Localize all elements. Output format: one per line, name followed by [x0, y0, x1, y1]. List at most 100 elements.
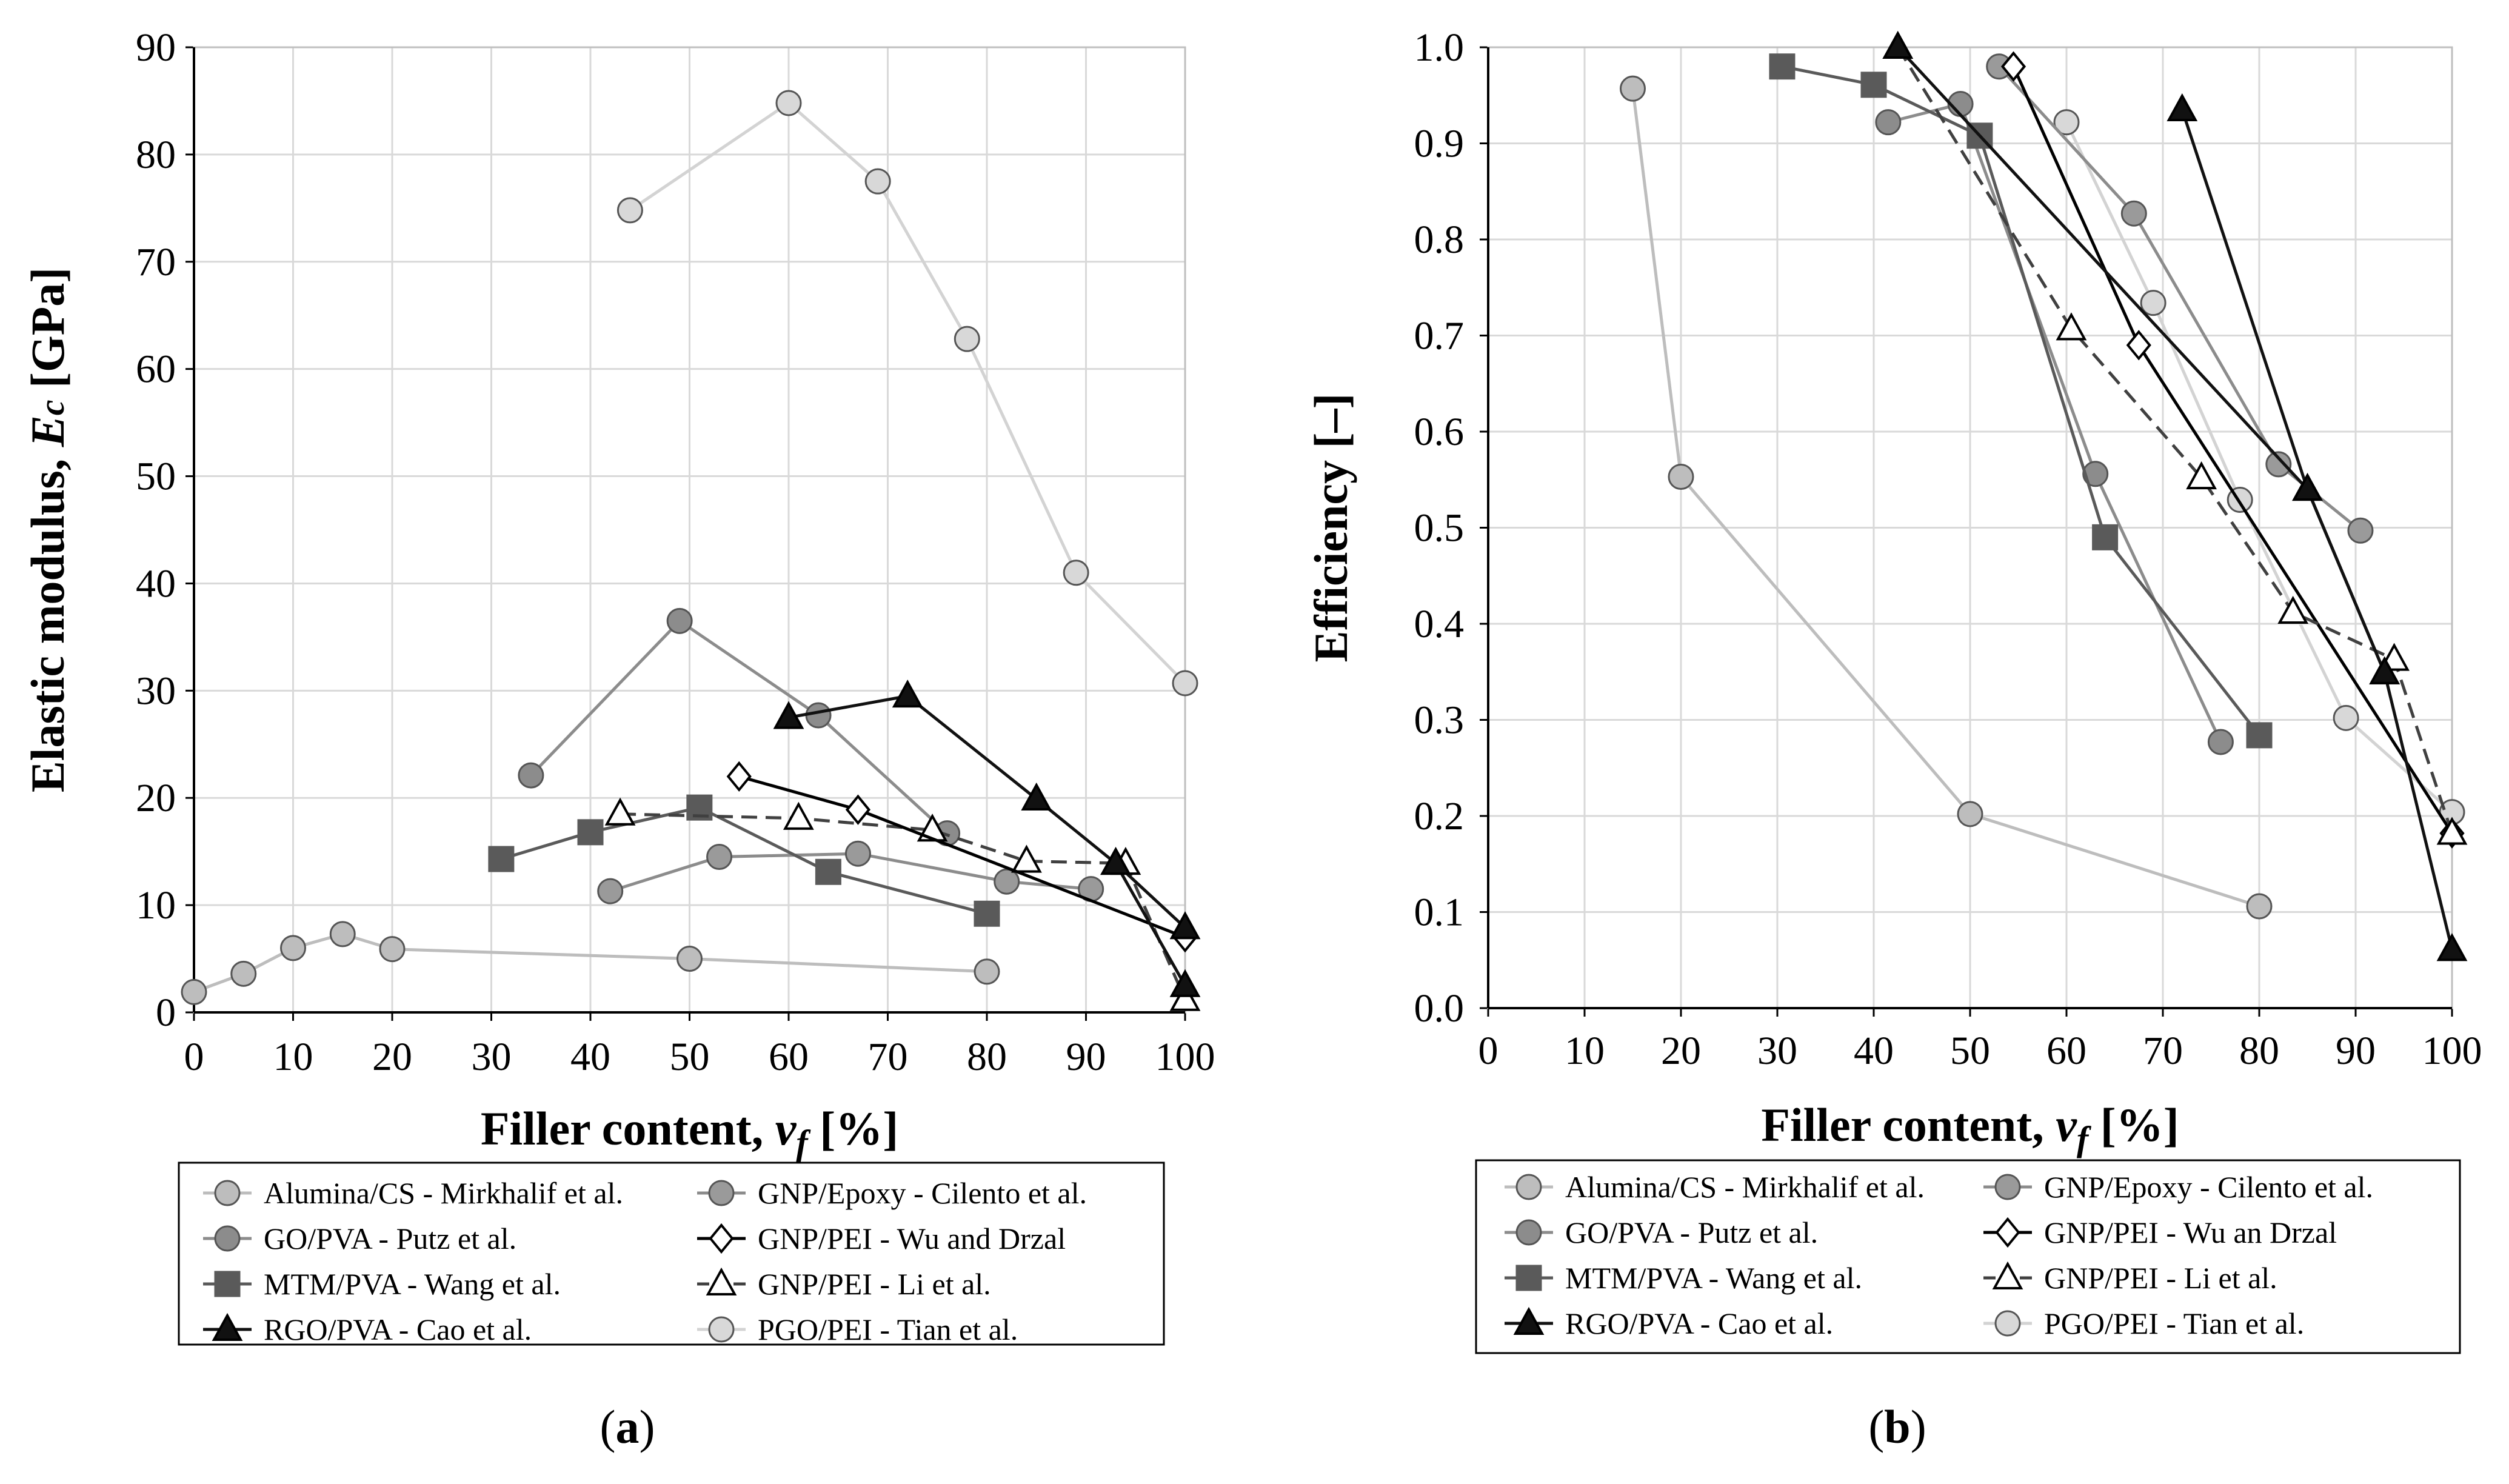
data-point-gnp-epoxy — [2265, 451, 2292, 478]
series-gnp-pei-wd — [726, 761, 1198, 953]
x-tick-label: 50 — [1950, 1029, 1990, 1073]
y-tick-label: 0.1 — [1414, 891, 1465, 935]
series-gnp-epoxy — [1986, 53, 2374, 544]
y-axis-title: Efficiency [–] — [1305, 393, 1357, 662]
data-point-gnp-pei-wd — [2126, 330, 2151, 361]
caption-b: (b) — [1868, 1400, 1926, 1453]
y-tick-label: 40 — [136, 561, 176, 606]
data-point-pgo-pei — [864, 168, 891, 195]
series-rgo-pva-tail — [1100, 846, 1201, 940]
legend-marker — [214, 1225, 241, 1252]
legend-marker — [709, 1223, 734, 1254]
x-axis-title: Filler content, vf [%] — [1761, 1098, 2179, 1158]
legend-item-mtm-pva: MTM/PVA - Wang et al. — [203, 1267, 561, 1301]
data-point-rgo-pva — [773, 701, 804, 729]
legend-item-go-pva: GO/PVA - Putz et al. — [1505, 1215, 1818, 1249]
series-line-gnp-pei-li — [620, 812, 1187, 1000]
legend-marker — [1515, 1174, 1542, 1200]
legend-item-pgo-pei: PGO/PEI - Tian et al. — [1983, 1306, 2304, 1340]
legend-marker — [1992, 1261, 2023, 1289]
legend-marker — [706, 1267, 737, 1295]
legend-item-go-pva: GO/PVA - Putz et al. — [203, 1222, 516, 1255]
data-point-gnp-pei-li — [1169, 983, 1201, 1011]
series-alumina-cs — [1620, 75, 2273, 920]
legend-marker — [1513, 1306, 1545, 1335]
x-tick-label: 70 — [868, 1035, 908, 1079]
data-point-alumina-cs — [379, 936, 406, 963]
data-point-mtm-pva — [1860, 72, 1887, 98]
x-tick-label: 40 — [570, 1035, 610, 1079]
series-line-alumina-cs — [1631, 88, 2260, 908]
panel-a-elastic-modulus-chart: 0 10 20 30 40 50 60 70 80 90 100 0 10 20 30 40 50 60 70 80 9… — [21, 25, 1215, 1346]
data-point-rgo-pva — [892, 680, 923, 708]
y-tick-label: 0.3 — [1414, 698, 1465, 743]
y-tick-label: 60 — [136, 347, 176, 392]
legend-label: RGO/PVA - Cao et al. — [264, 1312, 532, 1346]
y-tick-label: 90 — [136, 25, 176, 70]
legend-label: GNP/PEI - Wu an Drzal — [2044, 1215, 2337, 1249]
data-point-gnp-pei-li — [604, 797, 636, 826]
data-point-alumina-cs — [181, 978, 207, 1005]
legend-item-gnp-pei-wd: GNP/PEI - Wu an Drzal — [1983, 1215, 2337, 1249]
data-point-alumina-cs — [280, 935, 306, 961]
data-point-go-pva — [2207, 729, 2234, 755]
data-point-alumina-cs — [230, 960, 257, 987]
y-tick-label: 70 — [136, 240, 176, 284]
y-tick-label: 0.9 — [1414, 122, 1465, 166]
series-gnp-pei-wd — [2000, 51, 2465, 849]
y-tick-label: 30 — [136, 669, 176, 713]
data-point-mtm-pva — [2092, 524, 2119, 550]
y-tick-label: 0.2 — [1414, 794, 1465, 838]
x-tick-label: 70 — [2143, 1029, 2183, 1073]
series-line-mtm-pva — [501, 806, 987, 915]
data-point-rgo-pva-b — [2292, 472, 2323, 501]
data-point-gnp-pei-wd — [845, 794, 871, 825]
legend-label: Alumina/CS - Mirkhalif et al. — [264, 1176, 623, 1210]
x-tick-label: 60 — [769, 1035, 809, 1079]
legend-item-gnp-pei-li: GNP/PEI - Li et al. — [697, 1267, 991, 1301]
x-tick-label: 100 — [2422, 1029, 2482, 1073]
legend-label: MTM/PVA - Wang et al. — [264, 1267, 561, 1301]
legend: Alumina/CS - Mirkhalif et al. GNP/Epoxy -… — [178, 1161, 1165, 1346]
data-point-alumina-cs — [677, 946, 703, 972]
series-pgo-pei — [616, 90, 1198, 697]
series-gnp-epoxy — [597, 840, 1104, 904]
series-line-go-pva — [530, 619, 949, 835]
legend-item-alumina-cs: Alumina/CS - Mirkhalif et al. — [1505, 1170, 1925, 1204]
data-point-mtm-pva — [488, 846, 515, 872]
legend-marker — [708, 1180, 735, 1206]
x-tick-label: 30 — [472, 1035, 512, 1079]
legend-marker — [212, 1312, 243, 1341]
x-tick-label: 10 — [1565, 1029, 1605, 1073]
data-point-gnp-pei-li — [2186, 461, 2217, 490]
legend-label: MTM/PVA - Wang et al. — [1565, 1261, 1862, 1295]
data-point-gnp-epoxy — [2347, 517, 2374, 544]
data-point-pgo-pei — [2140, 290, 2167, 316]
data-point-rgo-pva — [2167, 93, 2198, 122]
data-point-gnp-pei-wd — [2000, 51, 2026, 82]
legend-item-gnp-pei-li: GNP/PEI - Li et al. — [1983, 1261, 2277, 1295]
data-point-alumina-cs — [974, 958, 1000, 985]
legend-marker — [214, 1271, 241, 1297]
legend-label: GNP/PEI - Li et al. — [758, 1267, 991, 1301]
legend-label: RGO/PVA - Cao et al. — [1565, 1306, 1833, 1340]
data-point-alumina-cs — [1957, 801, 1983, 827]
legend-item-rgo-pva: RGO/PVA - Cao et al. — [203, 1312, 532, 1346]
data-point-pgo-pei — [2053, 109, 2080, 136]
data-point-pgo-pei — [616, 197, 643, 224]
data-point-go-pva — [2082, 461, 2109, 487]
legend-label: PGO/PEI - Tian et al. — [2044, 1306, 2304, 1340]
y-tick-label: 0.7 — [1414, 314, 1465, 358]
data-point-pgo-pei — [1063, 560, 1089, 586]
y-tick-label: 1.0 — [1414, 25, 1465, 70]
series-line-gnp-pei-li — [1896, 46, 2454, 834]
x-tick-label: 80 — [967, 1035, 1007, 1079]
legend-marker — [1994, 1174, 2021, 1200]
series-line-mtm-pva — [1782, 65, 2260, 737]
data-point-alumina-cs — [2246, 893, 2273, 920]
legend-marker — [1995, 1217, 2020, 1248]
data-point-rgo-pva — [1169, 969, 1201, 997]
legend-item-pgo-pei: PGO/PEI - Tian et al. — [697, 1312, 1018, 1346]
caption-a: (a) — [600, 1400, 655, 1453]
series-gnp-pei-li — [1882, 30, 2468, 845]
